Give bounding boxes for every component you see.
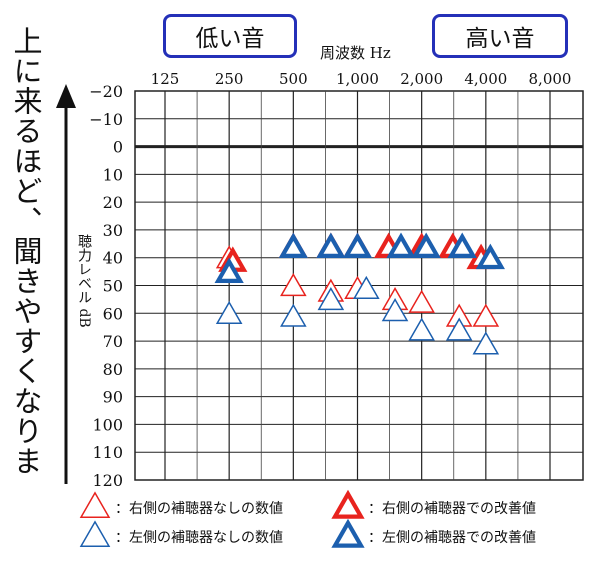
data-point-aided (214, 257, 244, 283)
y-tick-label: 30 (103, 221, 123, 240)
data-point-unaided (317, 286, 345, 311)
x-tick-label: 1,000 (336, 70, 379, 88)
y-tick-label: 120 (92, 471, 123, 490)
high-sound-label: 高い音 (432, 14, 568, 58)
data-point-aided (278, 232, 308, 258)
x-axis-title: 周波数 Hz (320, 44, 391, 62)
data-point-aided (475, 243, 505, 270)
legend-marker (79, 491, 111, 519)
y-axis-title: 聴力レベル dB (76, 234, 92, 328)
data-point-unaided (445, 317, 473, 341)
y-tick-label: 70 (103, 332, 123, 351)
data-point-aided (316, 232, 346, 258)
y-tick-label: 0 (113, 138, 123, 157)
data-point-unaided (215, 300, 243, 324)
y-tick-label: −20 (89, 82, 123, 101)
data-point-unaided (280, 273, 307, 297)
low-sound-label: 低い音 (163, 14, 297, 58)
data-point-aided (447, 232, 477, 258)
x-tick-label: 500 (279, 70, 308, 88)
y-tick-label: 20 (103, 193, 123, 212)
data-point-unaided (353, 275, 380, 299)
y-tick-label: 10 (103, 165, 123, 184)
data-point-aided (411, 232, 441, 258)
legend-label: ：右側の補聴器での改善値 (368, 501, 536, 517)
side-caption: 上に来るほど、聞きやすくなります (9, 26, 43, 476)
legend-label: ：左側の補聴器なしの数値 (115, 530, 283, 546)
data-point-unaided (472, 303, 500, 327)
data-point-aided (342, 232, 373, 258)
y-tick-label: 60 (103, 304, 123, 323)
y-tick-label: −10 (89, 110, 123, 129)
data-point-aided (386, 232, 416, 258)
legend-label: ：右側の補聴器なしの数値 (115, 501, 283, 517)
data-point-unaided (472, 331, 500, 355)
data-point-unaided (408, 289, 435, 313)
x-tick-label: 4,000 (464, 70, 507, 88)
legend-label: ：左側の補聴器での改善値 (368, 530, 536, 546)
y-tick-label: 40 (103, 249, 123, 268)
data-point-unaided (408, 317, 435, 341)
legend-marker (331, 489, 365, 519)
x-tick-label: 2,000 (400, 70, 443, 88)
y-tick-label: 50 (103, 277, 123, 296)
x-tick-label: 250 (215, 70, 244, 88)
legend-marker (331, 518, 365, 548)
x-tick-label: 125 (151, 70, 180, 88)
legend-marker (79, 520, 111, 548)
y-tick-label: 100 (92, 415, 123, 434)
y-tick-label: 110 (92, 443, 123, 462)
data-point-unaided (280, 303, 307, 327)
y-tick-label: 90 (103, 388, 123, 407)
y-tick-label: 80 (103, 360, 123, 379)
data-point-unaided (381, 298, 409, 322)
up-arrow-icon (56, 84, 76, 108)
x-tick-label: 8,000 (529, 70, 572, 88)
